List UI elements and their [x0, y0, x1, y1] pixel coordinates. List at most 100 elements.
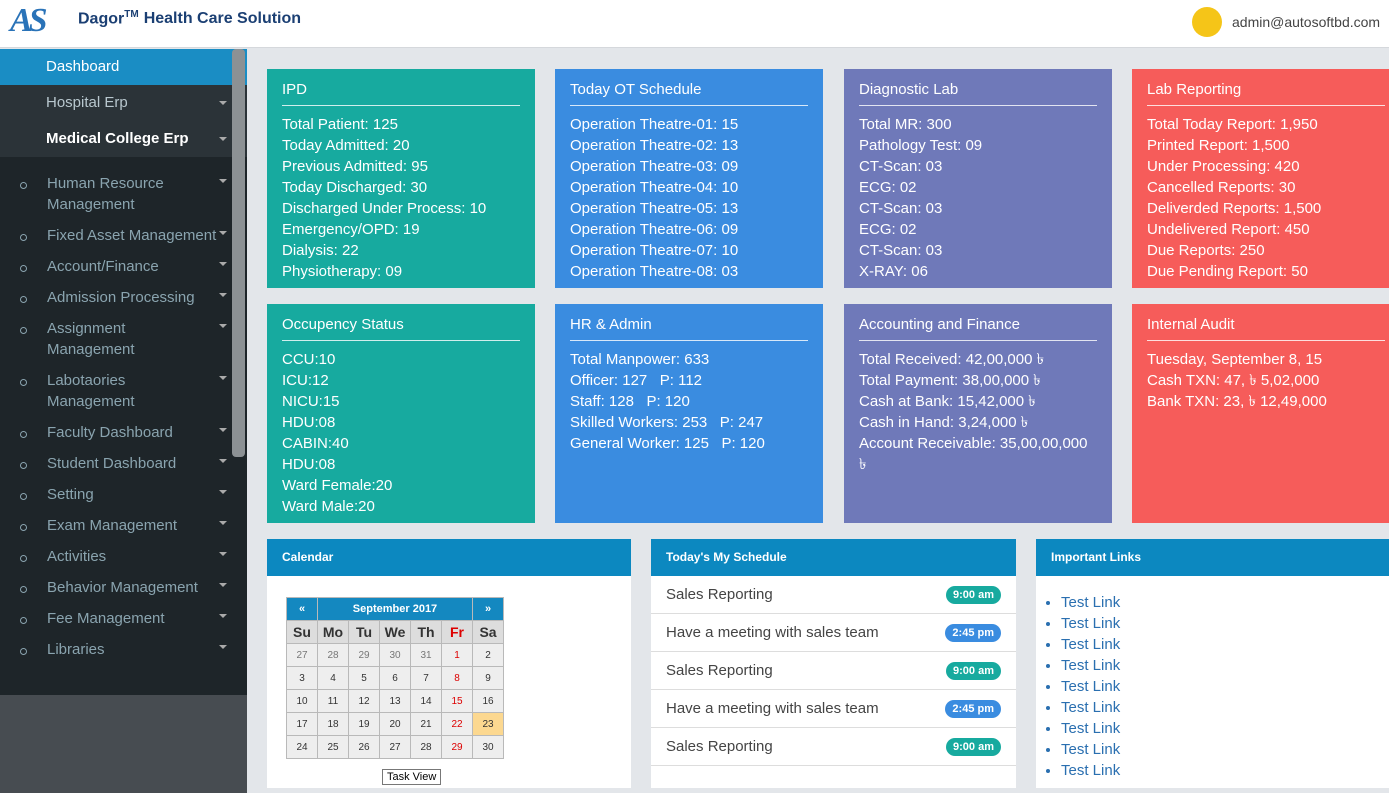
user-email[interactable]: admin@autosoftbd.com	[1232, 14, 1381, 30]
day[interactable]: 25	[317, 735, 349, 759]
scrollbar[interactable]	[232, 49, 245, 457]
day[interactable]: 24	[286, 735, 318, 759]
day[interactable]: 14	[410, 689, 442, 713]
link-list: Test LinkTest LinkTest LinkTest LinkTest…	[1036, 592, 1389, 781]
submenu-item[interactable]: Human Resource Management	[0, 171, 247, 223]
day[interactable]: 21	[410, 712, 442, 736]
card-line: Physiotherapy: 09	[282, 263, 403, 280]
day[interactable]: 31	[410, 643, 442, 667]
stat-card: Diagnostic Lab Total MR: 300 Pathology Tes…	[844, 69, 1112, 288]
day[interactable]: 5	[348, 666, 380, 690]
submenu-item[interactable]: Behavior Management	[0, 575, 247, 606]
avatar[interactable]	[1192, 7, 1222, 37]
schedule-panel: Today's My Schedule Sales Reporting 9:00 a…	[651, 539, 1016, 788]
link[interactable]: Test Link	[1061, 739, 1389, 760]
card-line: Operation Theatre-07: 10	[570, 242, 739, 259]
submenu-item[interactable]: Exam Management	[0, 513, 247, 544]
submenu-item[interactable]: Labotaories Management	[0, 368, 247, 420]
card-line: Skilled Workers: 253 P: 247	[570, 414, 764, 431]
submenu-label: Activities	[47, 548, 107, 565]
submenu-item[interactable]: Account/Finance	[0, 254, 247, 285]
card-title: Occupency Status	[282, 316, 520, 341]
card-line: Operation Theatre-05: 13	[570, 200, 739, 217]
submenu-label: Assignment Management	[47, 320, 135, 358]
prev-month[interactable]: «	[286, 597, 318, 621]
link[interactable]: Test Link	[1061, 592, 1389, 613]
link[interactable]: Test Link	[1061, 718, 1389, 739]
month: September 2017	[317, 597, 473, 621]
schedule-text: Have a meeting with sales team	[666, 700, 879, 717]
day[interactable]: 2	[472, 643, 504, 667]
stat-card: Today OT Schedule Operation Theatre-01: 1…	[555, 69, 823, 288]
card-title: Today OT Schedule	[570, 81, 808, 106]
logo[interactable]: AS	[10, 2, 48, 39]
submenu-label: Setting	[47, 486, 94, 503]
submenu-item[interactable]: Activities	[0, 544, 247, 575]
day[interactable]: 29	[441, 735, 473, 759]
submenu-label: Account/Finance	[47, 258, 159, 275]
submenu-item[interactable]: Assignment Management	[0, 316, 247, 368]
submenu-item[interactable]: Admission Processing	[0, 285, 247, 316]
submenu-item[interactable]: Student Dashboard	[0, 451, 247, 482]
day[interactable]: 20	[379, 712, 411, 736]
day[interactable]: 11	[317, 689, 349, 713]
link[interactable]: Test Link	[1061, 676, 1389, 697]
sidebar-footer	[0, 695, 247, 793]
stat-card: IPD Total Patient: 125 Today Admitted: 20 P…	[267, 69, 535, 288]
day[interactable]: 4	[317, 666, 349, 690]
day[interactable]: 15	[441, 689, 473, 713]
card-line: Due Reports: 250	[1147, 242, 1265, 259]
day[interactable]: 17	[286, 712, 318, 736]
card-line: Due Pending Report: 50	[1147, 263, 1308, 280]
link[interactable]: Test Link	[1061, 655, 1389, 676]
day[interactable]: 27	[379, 735, 411, 759]
day[interactable]: 7	[410, 666, 442, 690]
schedule-item: Sales Reporting 9:00 am	[651, 728, 1016, 766]
card-title: Internal Audit	[1147, 316, 1385, 341]
day[interactable]: 6	[379, 666, 411, 690]
menu-item[interactable]: Dashboard	[0, 49, 247, 85]
day[interactable]: 16	[472, 689, 504, 713]
day[interactable]: 19	[348, 712, 380, 736]
submenu-item[interactable]: Libraries	[0, 637, 247, 668]
submenu-item[interactable]: Faculty Dashboard	[0, 420, 247, 451]
menu-item[interactable]: Hospital Erp	[0, 85, 247, 121]
day[interactable]: 22	[441, 712, 473, 736]
day[interactable]: 23	[472, 712, 504, 736]
menu-item[interactable]: Medical College Erp	[0, 121, 247, 157]
submenu-item[interactable]: Fixed Asset Management	[0, 223, 247, 254]
day[interactable]: 26	[348, 735, 380, 759]
link[interactable]: Test Link	[1061, 613, 1389, 634]
week-row: 10 11 12 13 14 15 16	[286, 689, 504, 713]
next-month[interactable]: »	[472, 597, 504, 621]
day[interactable]: 18	[317, 712, 349, 736]
day[interactable]: 1	[441, 643, 473, 667]
day[interactable]: 9	[472, 666, 504, 690]
card-line: Operation Theatre-04: 10	[570, 179, 739, 196]
day[interactable]: 8	[441, 666, 473, 690]
day[interactable]: 29	[348, 643, 380, 667]
day[interactable]: 12	[348, 689, 380, 713]
schedule-item: Have a meeting with sales team 2:45 pm	[651, 690, 1016, 728]
day[interactable]: 30	[472, 735, 504, 759]
submenu-item[interactable]: Fee Management	[0, 606, 247, 637]
card-line: Undelivered Report: 450	[1147, 221, 1310, 238]
day[interactable]: 30	[379, 643, 411, 667]
day[interactable]: 10	[286, 689, 318, 713]
brand-suffix: Health Care Solution	[143, 10, 302, 28]
link[interactable]: Test Link	[1061, 760, 1389, 781]
day[interactable]: 27	[286, 643, 318, 667]
day[interactable]: 28	[317, 643, 349, 667]
day[interactable]: 13	[379, 689, 411, 713]
day[interactable]: 3	[286, 666, 318, 690]
card-line: CT-Scan: 03	[859, 242, 943, 259]
submenu-item[interactable]: Setting	[0, 482, 247, 513]
card-line: Previous Admitted: 95	[282, 158, 428, 175]
link[interactable]: Test Link	[1061, 697, 1389, 718]
weekday: Fr	[441, 620, 473, 644]
link[interactable]: Test Link	[1061, 634, 1389, 655]
submenu: Human Resource Management Fixed Asset Man…	[0, 157, 247, 676]
submenu-label: Libraries	[47, 641, 105, 658]
time-badge: 9:00 am	[946, 586, 1001, 604]
day[interactable]: 28	[410, 735, 442, 759]
